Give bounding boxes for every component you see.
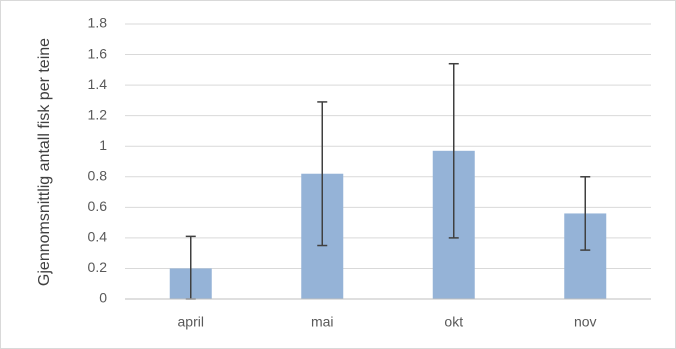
error-bar <box>580 176 591 251</box>
x-tick-label: april <box>178 314 204 330</box>
y-tick-label: 1.8 <box>88 15 108 31</box>
y-tick-label: 1.4 <box>88 76 108 92</box>
y-tick-label: 0.6 <box>88 198 108 214</box>
x-tick-label: nov <box>574 314 597 330</box>
y-tick-label: 0.2 <box>88 259 108 275</box>
error-bar <box>317 101 328 247</box>
x-tick-label: mai <box>311 314 334 330</box>
y-tick-label: 0 <box>99 290 107 306</box>
y-tick-label: 0.8 <box>88 167 108 183</box>
y-tick-label: 1.2 <box>88 106 108 122</box>
y-tick-label: 1 <box>99 137 107 153</box>
x-tick-label: okt <box>444 314 463 330</box>
y-tick-label: 1.6 <box>88 45 108 61</box>
error-bar <box>448 62 459 239</box>
y-tick-label: 0.4 <box>88 229 108 245</box>
y-axis-title: Gjennomsnittlig antall fisk per teine <box>36 37 53 287</box>
